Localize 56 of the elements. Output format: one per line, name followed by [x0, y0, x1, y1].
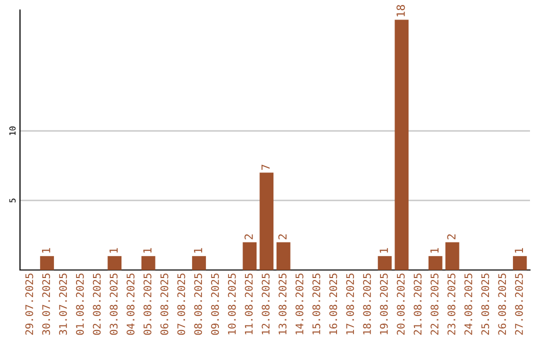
data-label: 2 [244, 234, 253, 240]
bar [394, 20, 409, 270]
x-tick-label: 11.08.2025 [244, 274, 253, 334]
x-tick-label: 26.08.2025 [498, 274, 506, 335]
data-label: 1 [514, 248, 523, 253]
x-tick-label: 23.08.2025 [447, 274, 456, 335]
x-tick-label: 08.08.2025 [194, 274, 202, 335]
x-tick-label: 24.08.2025 [464, 274, 472, 335]
x-tick-label: 02.08.2025 [92, 274, 101, 335]
data-label: 1 [42, 248, 50, 253]
bar [40, 256, 54, 270]
data-label: 1 [110, 248, 118, 253]
x-tick-label: 30.07.2025 [42, 274, 50, 335]
bar [445, 242, 460, 270]
bar [141, 256, 156, 270]
bar [108, 256, 122, 270]
data-label: 2 [278, 234, 287, 240]
x-tick-label: 18.08.2025 [363, 274, 371, 334]
x-tick-label: 01.08.2025 [76, 274, 84, 335]
x-tick-label: 27.08.2025 [515, 274, 523, 335]
x-tick-label: 04.08.2025 [126, 274, 135, 335]
x-tick-label: 22.08.2025 [430, 274, 438, 335]
bar [260, 172, 274, 270]
x-tick-label: 20.08.2025 [396, 274, 405, 335]
data-label: 1 [143, 248, 152, 253]
x-tick-label: 13.08.2025 [278, 274, 286, 334]
x-tick-label: 09.08.2025 [211, 274, 219, 335]
data-label: 18 [396, 4, 405, 16]
x-tick-label: 25.08.2025 [481, 274, 490, 335]
x-tick-label: 05.08.2025 [144, 274, 152, 335]
x-tick-label: 19.08.2025 [380, 274, 388, 334]
bar [378, 256, 392, 270]
data-label: 2 [447, 234, 456, 240]
x-tick-label: 10.08.2025 [228, 274, 236, 334]
data-label: 1 [194, 248, 202, 253]
x-tick-label: 21.08.2025 [414, 274, 422, 335]
x-tick-label: 15.08.2025 [312, 274, 320, 334]
y-tick-label: 5 [9, 198, 16, 202]
x-tick-label: 06.08.2025 [160, 274, 168, 335]
data-label: 7 [262, 164, 270, 170]
bar [242, 242, 257, 270]
x-tick-label: 14.08.2025 [296, 274, 304, 334]
bar [512, 256, 527, 270]
bar [192, 256, 206, 270]
x-tick-label: 12.08.2025 [262, 274, 270, 334]
x-tick-label: 29.07.2025 [25, 274, 34, 335]
bar [276, 242, 290, 270]
x-tick-label: 16.08.2025 [329, 274, 338, 334]
data-label: 1 [430, 248, 439, 253]
x-tick-label: 17.08.2025 [346, 274, 354, 334]
data-label: 1 [380, 248, 388, 253]
y-tick-label: 10 [9, 126, 16, 135]
bar [428, 256, 442, 270]
x-tick-label: 31.07.2025 [59, 274, 67, 335]
x-tick-label: 07.08.2025 [177, 274, 186, 335]
x-tick-label: 03.08.2025 [110, 274, 118, 335]
